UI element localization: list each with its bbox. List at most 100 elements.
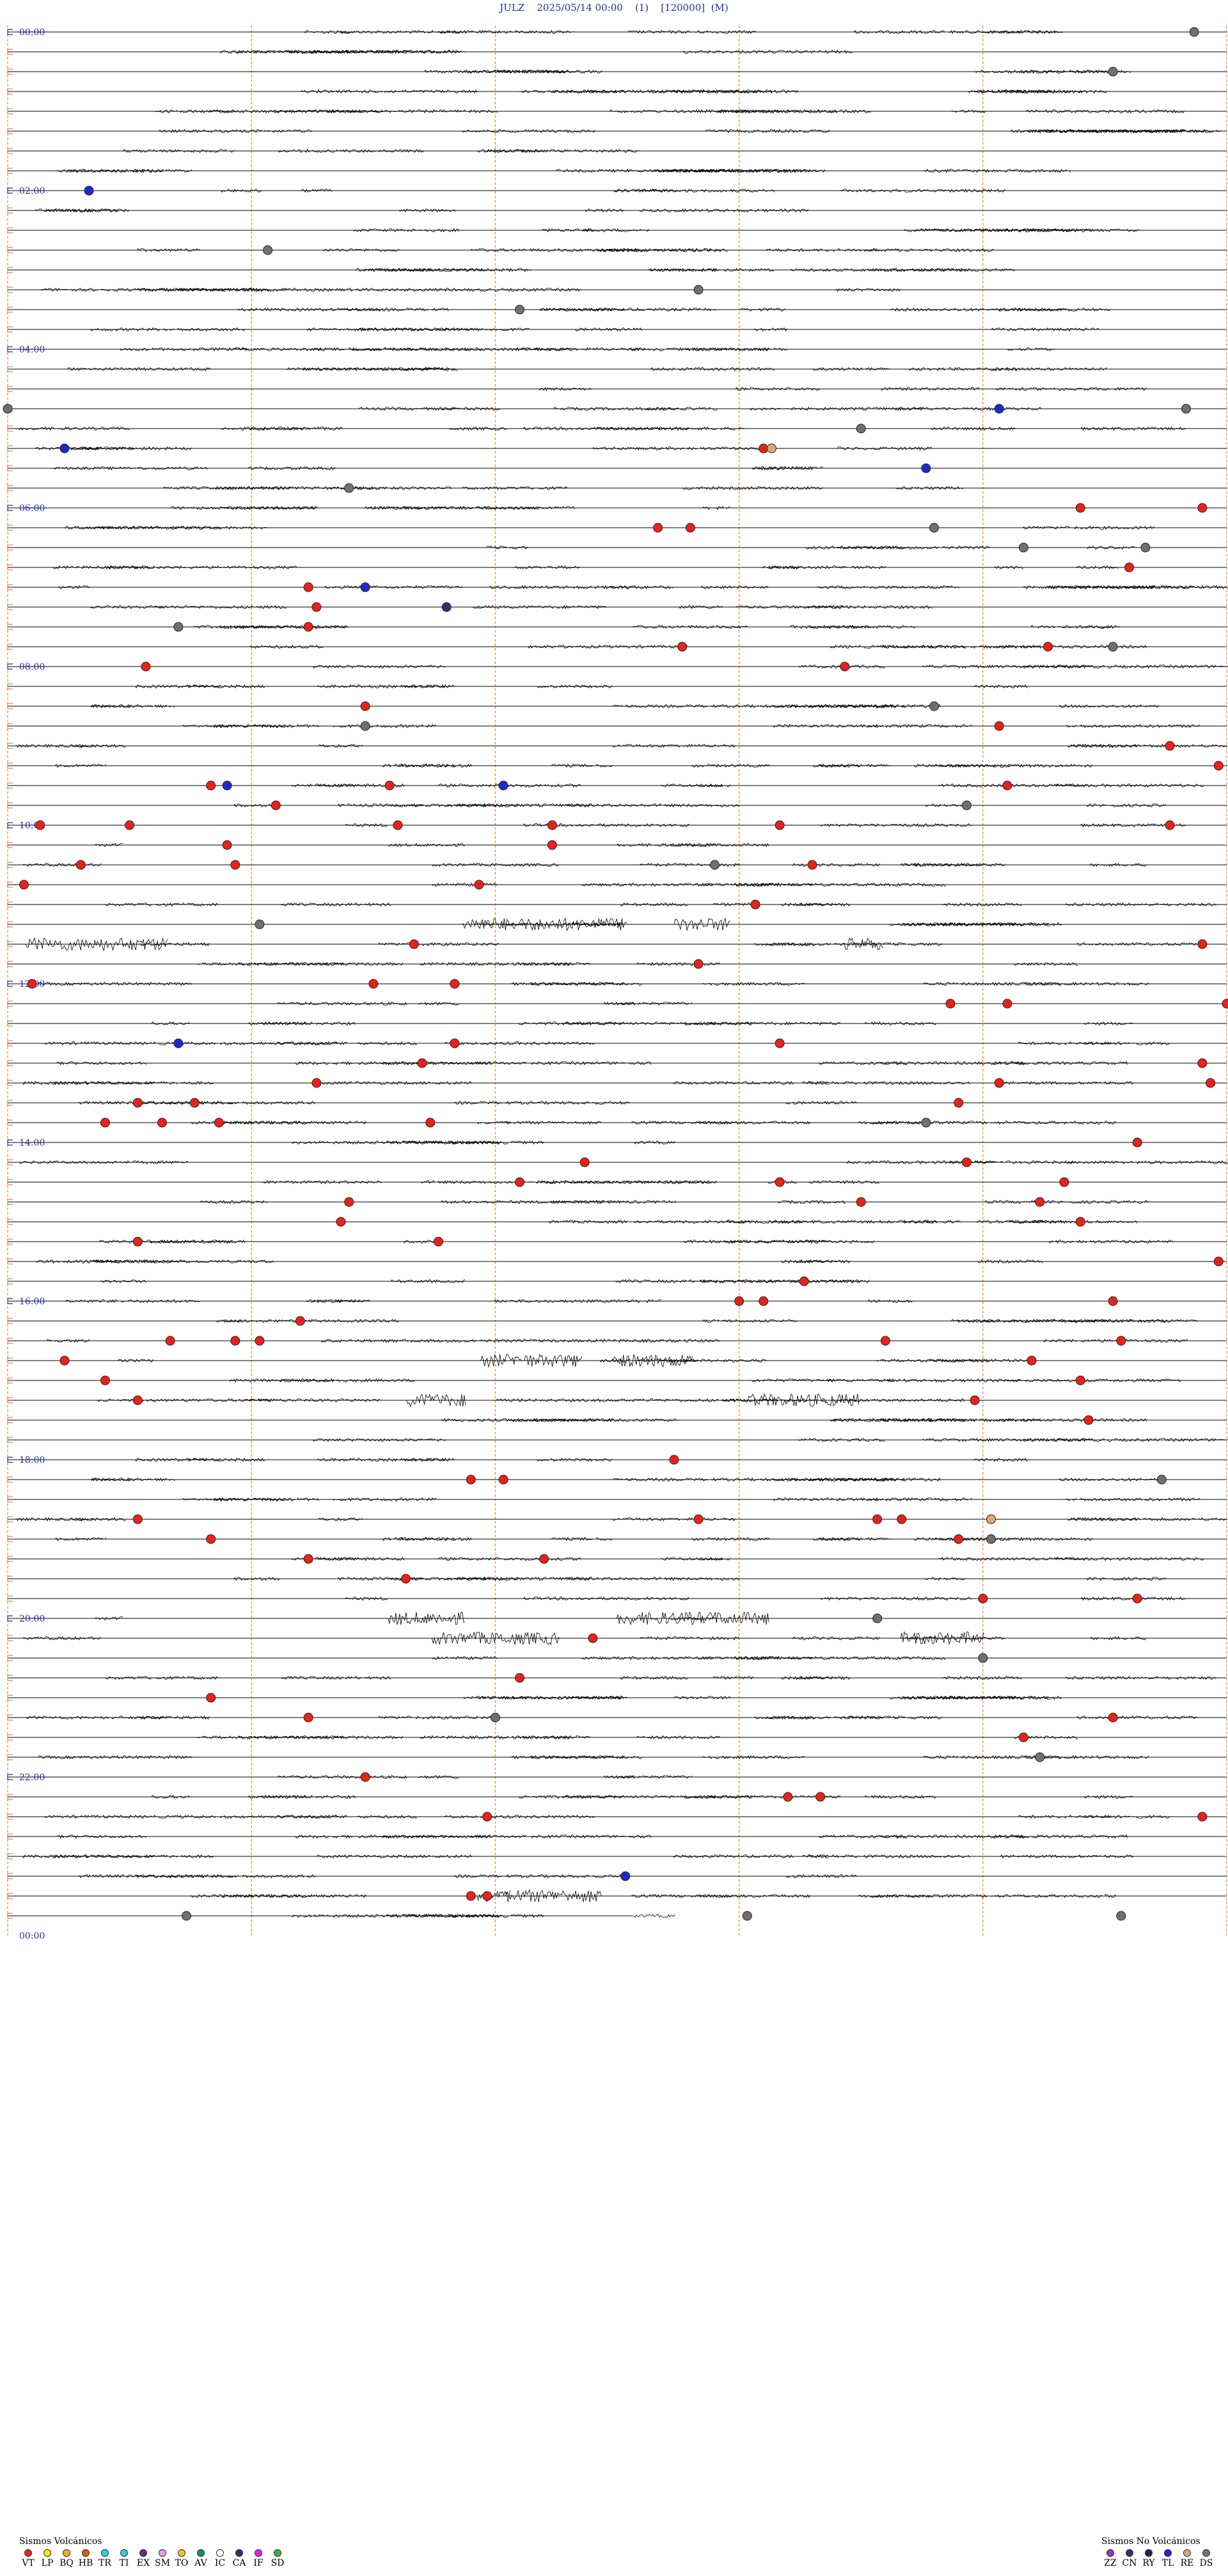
- event-marker-tl: [620, 1871, 631, 1881]
- trace-noise-row-76: [54, 1537, 1094, 1542]
- row-marker-32: [7, 663, 13, 670]
- legend-label-sm: SM: [155, 2558, 170, 2568]
- event-marker-vt: [19, 880, 29, 890]
- legend-item-ca: CA: [230, 2549, 248, 2568]
- hour-label: 00:00: [19, 1931, 45, 1941]
- row-marker-60: [7, 1219, 13, 1225]
- row-marker-80: [7, 1615, 13, 1622]
- event-marker-vt: [1059, 1177, 1069, 1187]
- event-marker-ds: [1108, 642, 1118, 652]
- event-marker-vt: [360, 1772, 370, 1782]
- event-marker-vt: [588, 1633, 598, 1643]
- trace-noise-row-19: [358, 406, 1042, 411]
- legend-swatch-hb: [82, 2549, 90, 2557]
- trace-noise-row-63: [99, 1279, 870, 1284]
- trace-noise-row-29: [90, 604, 933, 610]
- event-marker-ds: [929, 701, 940, 711]
- legend-item-ry: RY: [1140, 2549, 1158, 2568]
- legend-swatch-ca: [235, 2549, 243, 2557]
- trace-noise-row-74: [182, 1497, 1200, 1502]
- event-marker-vt: [1222, 999, 1228, 1009]
- row-marker-50: [7, 1020, 13, 1027]
- trace-noise-row-1: [219, 49, 853, 54]
- row-marker-16: [7, 346, 13, 352]
- event-marker-vt: [401, 1574, 411, 1584]
- trace-noise-row-61: [98, 1239, 1173, 1244]
- event-marker-ds: [856, 423, 866, 434]
- event-marker-vt: [840, 661, 850, 672]
- row-marker-61: [7, 1238, 13, 1245]
- event-marker-vt: [35, 820, 45, 830]
- event-marker-vt: [344, 1197, 354, 1207]
- trace-noise-row-41: [95, 842, 769, 848]
- row-marker-71: [7, 1437, 13, 1443]
- row-marker-92: [7, 1853, 13, 1860]
- event-marker-vt: [1018, 1732, 1028, 1742]
- event-marker-vt: [450, 1038, 460, 1048]
- event-marker-vt: [1206, 1078, 1216, 1088]
- event-marker-vt: [132, 1514, 143, 1524]
- trace-noise-row-37: [54, 763, 1094, 768]
- trace-noise-row-85: [26, 1715, 1197, 1720]
- row-marker-51: [7, 1040, 13, 1047]
- legend-swatch-ry: [1145, 2549, 1153, 2557]
- event-marker-vt: [1197, 1058, 1208, 1068]
- trace-noise-row-70: [440, 1418, 1147, 1423]
- event-marker-ds: [1108, 67, 1118, 77]
- trace-noise-row-95: [291, 1913, 675, 1918]
- trace-noise-row-53: [22, 1080, 1134, 1086]
- event-marker-vt: [303, 622, 313, 632]
- legend-item-ds: DS: [1197, 2549, 1215, 2568]
- legend-volcanic: Sismos Volcánicos VT LP BQ HB TR TI EX SM TO AV IC…: [19, 2536, 287, 2568]
- hour-label: 06:00: [19, 503, 45, 514]
- minute-gridlines: [7, 26, 1227, 1936]
- event-marker-ds: [360, 721, 370, 731]
- row-marker-59: [7, 1199, 13, 1205]
- legend-label-tr: TR: [98, 2558, 111, 2568]
- row-marker-45: [7, 921, 13, 928]
- event-marker-vt: [360, 701, 370, 711]
- row-marker-75: [7, 1516, 13, 1522]
- event-marker-vt: [384, 780, 395, 791]
- row-marker-83: [7, 1675, 13, 1681]
- row-marker-21: [7, 445, 13, 452]
- event-marker-vt: [547, 820, 557, 830]
- legend-label-ti: TI: [119, 2558, 129, 2568]
- trace-noise-row-73: [90, 1477, 1159, 1482]
- trace-noise-row-21: [34, 446, 932, 451]
- event-marker-ds: [1035, 1752, 1045, 1762]
- event-marker-vt: [1075, 503, 1085, 513]
- legend-label-tl: TL: [1161, 2558, 1174, 2568]
- event-marker-ds: [986, 1534, 996, 1544]
- event-marker-vt: [27, 979, 37, 989]
- hour-label: 08:00: [19, 662, 45, 672]
- event-marker-vt: [961, 1157, 972, 1167]
- legend-volcanic-title: Sismos Volcánicos: [19, 2536, 102, 2547]
- event-marker-tl: [173, 1038, 184, 1048]
- event-marker-ds: [872, 1613, 883, 1624]
- row-marker-46: [7, 941, 13, 947]
- trace-noise-row-59: [199, 1199, 1151, 1205]
- row-marker-43: [7, 881, 13, 888]
- row-marker-84: [7, 1695, 13, 1701]
- row-marker-4: [7, 108, 13, 115]
- row-marker-34: [7, 703, 13, 709]
- event-marker-vt: [653, 523, 663, 533]
- row-marker-74: [7, 1496, 13, 1503]
- event-marker-vt: [311, 1078, 322, 1088]
- row-marker-23: [7, 485, 13, 491]
- trace-noise-row-28: [58, 585, 1228, 590]
- row-marker-20: [7, 425, 13, 432]
- legend-swatch-lp: [43, 2549, 51, 2557]
- row-marker-39: [7, 802, 13, 809]
- event-marker-vt: [1116, 1336, 1126, 1346]
- event-marker-vt: [677, 642, 688, 652]
- trace-noise-row-84: [462, 1695, 1062, 1700]
- trace-noise-row-34: [90, 704, 1159, 709]
- legend-swatch-ds: [1202, 2549, 1210, 2557]
- row-marker-40: [7, 822, 13, 828]
- trace-noise-row-65: [215, 1318, 1198, 1324]
- event-marker-vt: [1165, 820, 1175, 830]
- event-marker-ds: [1018, 542, 1028, 553]
- trace-noise-row-20: [18, 426, 1186, 431]
